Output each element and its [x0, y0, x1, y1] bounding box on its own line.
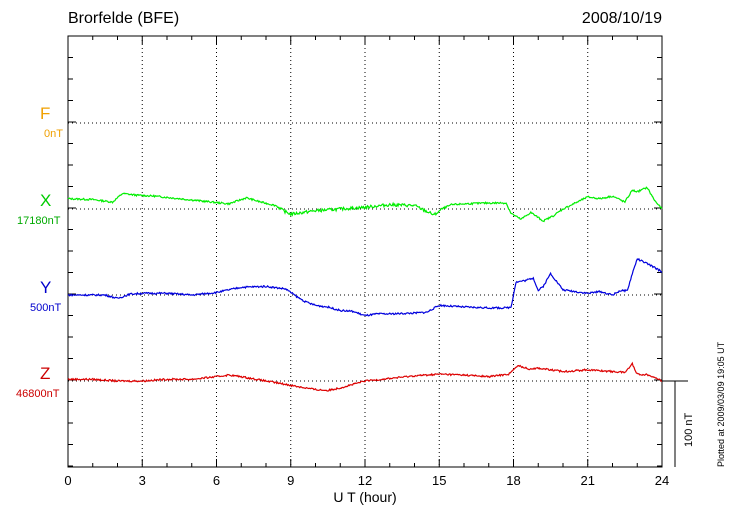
plot-grid	[67, 35, 663, 468]
trace-z	[67, 361, 663, 392]
data-traces	[67, 186, 663, 392]
station-title: Brorfelde (BFE)	[68, 10, 180, 27]
x-tick-label: 0	[64, 473, 71, 488]
trace-y	[67, 257, 663, 317]
x-tick-label: 15	[432, 473, 446, 488]
axis-ticks: 0 3 6 9 12 15 18 21 24	[64, 35, 669, 488]
x-axis-label: U T (hour)	[333, 489, 396, 505]
baseline-x: 17180nT	[17, 215, 61, 227]
label-x: X	[40, 191, 52, 210]
baseline-f: 0nT	[44, 128, 63, 140]
x-tick-label: 18	[506, 473, 520, 488]
scale-bar: 100 nT	[662, 380, 695, 467]
x-tick-label: 21	[581, 473, 595, 488]
x-tick-label: 3	[139, 473, 146, 488]
x-tick-label: 24	[655, 473, 669, 488]
trace-x	[67, 186, 663, 223]
label-y: Y	[40, 278, 52, 297]
plotted-timestamp: Plotted at 2009/03/09 19:05 UT	[716, 341, 726, 467]
x-tick-label: 9	[287, 473, 294, 488]
scale-bar-label: 100 nT	[683, 412, 695, 447]
baseline-z: 46800nT	[16, 388, 60, 400]
label-f: F	[40, 104, 51, 123]
plot-date: 2008/10/19	[581, 10, 662, 27]
x-tick-label: 6	[213, 473, 220, 488]
x-tick-label: 12	[358, 473, 372, 488]
baseline-y: 500nT	[30, 302, 62, 314]
label-z: Z	[40, 364, 51, 383]
